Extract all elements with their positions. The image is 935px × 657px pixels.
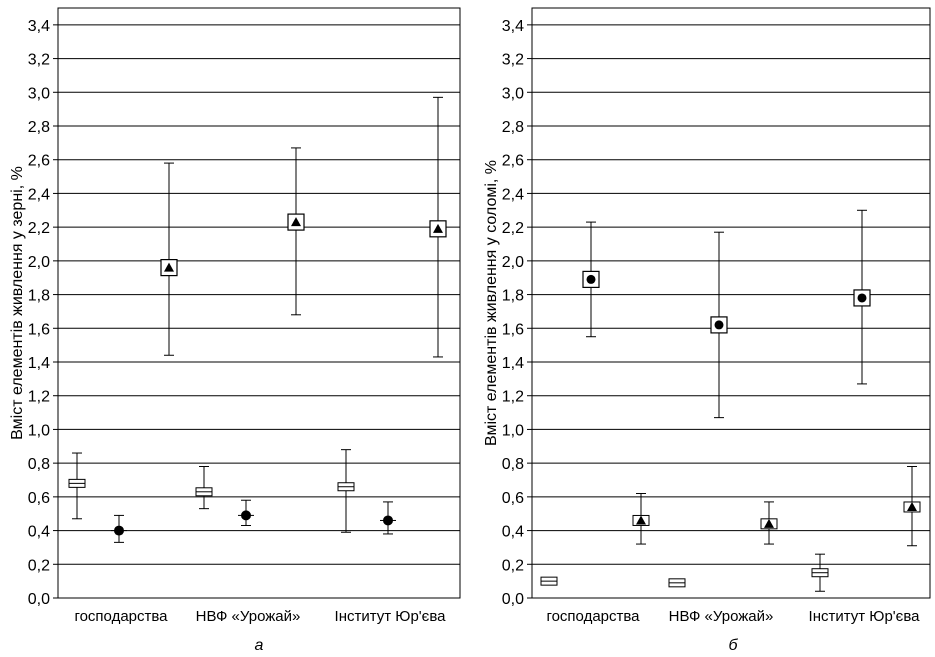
y-tick-label: 3,4 <box>28 18 50 35</box>
y-tick-label: 0,0 <box>28 591 50 608</box>
y-tick-label: 2,4 <box>502 186 524 203</box>
triangle-marker <box>636 515 646 525</box>
y-tick-label: 2,4 <box>28 186 50 203</box>
x-category-label: господарства <box>546 608 640 625</box>
x-category-label: НВФ «Урожай» <box>669 608 774 625</box>
triangle-marker <box>764 518 774 528</box>
y-tick-label: 2,8 <box>28 119 50 136</box>
circle-marker <box>714 320 724 330</box>
y-axis-label: Вміст елементів живлення у соломі, % <box>483 160 500 446</box>
y-tick-label: 1,0 <box>28 422 50 439</box>
x-category-label: господарства <box>74 608 168 625</box>
x-category-label: Інститут Юр'єва <box>809 608 921 625</box>
y-tick-label: 0,4 <box>28 524 50 541</box>
circle-marker <box>383 515 393 526</box>
y-tick-label: 1,0 <box>502 422 524 439</box>
y-tick-label: 1,4 <box>502 355 524 372</box>
y-tick-label: 2,0 <box>28 254 50 271</box>
triangle-marker <box>164 262 174 272</box>
y-tick-label: 2,6 <box>502 153 524 170</box>
panel-label: а <box>255 637 264 654</box>
y-tick-label: 0,2 <box>502 557 524 574</box>
panel-label: б <box>729 637 739 654</box>
y-tick-label: 2,6 <box>28 153 50 170</box>
y-tick-label: 1,8 <box>28 288 50 305</box>
plot-frame <box>57 7 461 599</box>
chart-panel-a: 0,0 0,2 0,4 0,6 0,8 1,0 1,2 1,4 1,6 1,8 2,0 2,2 2,4 2… <box>9 7 461 654</box>
y-tick-label: 0,4 <box>502 524 524 541</box>
plot-frame <box>531 7 931 599</box>
triangle-marker <box>291 217 301 227</box>
y-tick-label: 2,0 <box>502 254 524 271</box>
y-tick-label: 1,6 <box>502 321 524 338</box>
y-tick-label: 2,8 <box>502 119 524 136</box>
x-category-label: Інститут Юр'єва <box>335 608 447 625</box>
circle-marker <box>114 525 124 536</box>
y-tick-label: 0,0 <box>502 591 524 608</box>
y-tick-label: 1,2 <box>28 389 50 406</box>
y-tick-label: 3,2 <box>502 52 524 69</box>
y-tick-label: 0,8 <box>502 456 524 473</box>
y-axis-label: Вміст елементів живлення у зерні, % <box>9 166 26 440</box>
x-category-label: НВФ «Урожай» <box>196 608 301 625</box>
triangle-marker <box>433 223 443 233</box>
circle-marker <box>241 510 251 521</box>
y-tick-label: 3,2 <box>28 52 50 69</box>
y-tick-label: 0,8 <box>28 456 50 473</box>
y-tick-label: 1,8 <box>502 288 524 305</box>
y-tick-label: 1,6 <box>28 321 50 338</box>
y-tick-label: 1,4 <box>28 355 50 372</box>
y-tick-label: 2,2 <box>28 220 50 237</box>
triangle-marker <box>907 501 917 511</box>
chart-panel-b: 0,0 0,2 0,4 0,6 0,8 1,0 1,2 1,4 1,6 1,8 2,0 2,2 2,4 2… <box>483 7 931 654</box>
y-tick-label: 1,2 <box>502 389 524 406</box>
y-tick-label: 0,6 <box>28 490 50 507</box>
circle-marker <box>857 293 867 303</box>
y-tick-label: 2,2 <box>502 220 524 237</box>
y-tick-label: 3,0 <box>502 85 524 102</box>
y-tick-label: 0,6 <box>502 490 524 507</box>
y-tick-label: 3,0 <box>28 85 50 102</box>
y-tick-label: 3,4 <box>502 18 524 35</box>
y-tick-label: 0,2 <box>28 557 50 574</box>
circle-marker <box>586 274 596 284</box>
